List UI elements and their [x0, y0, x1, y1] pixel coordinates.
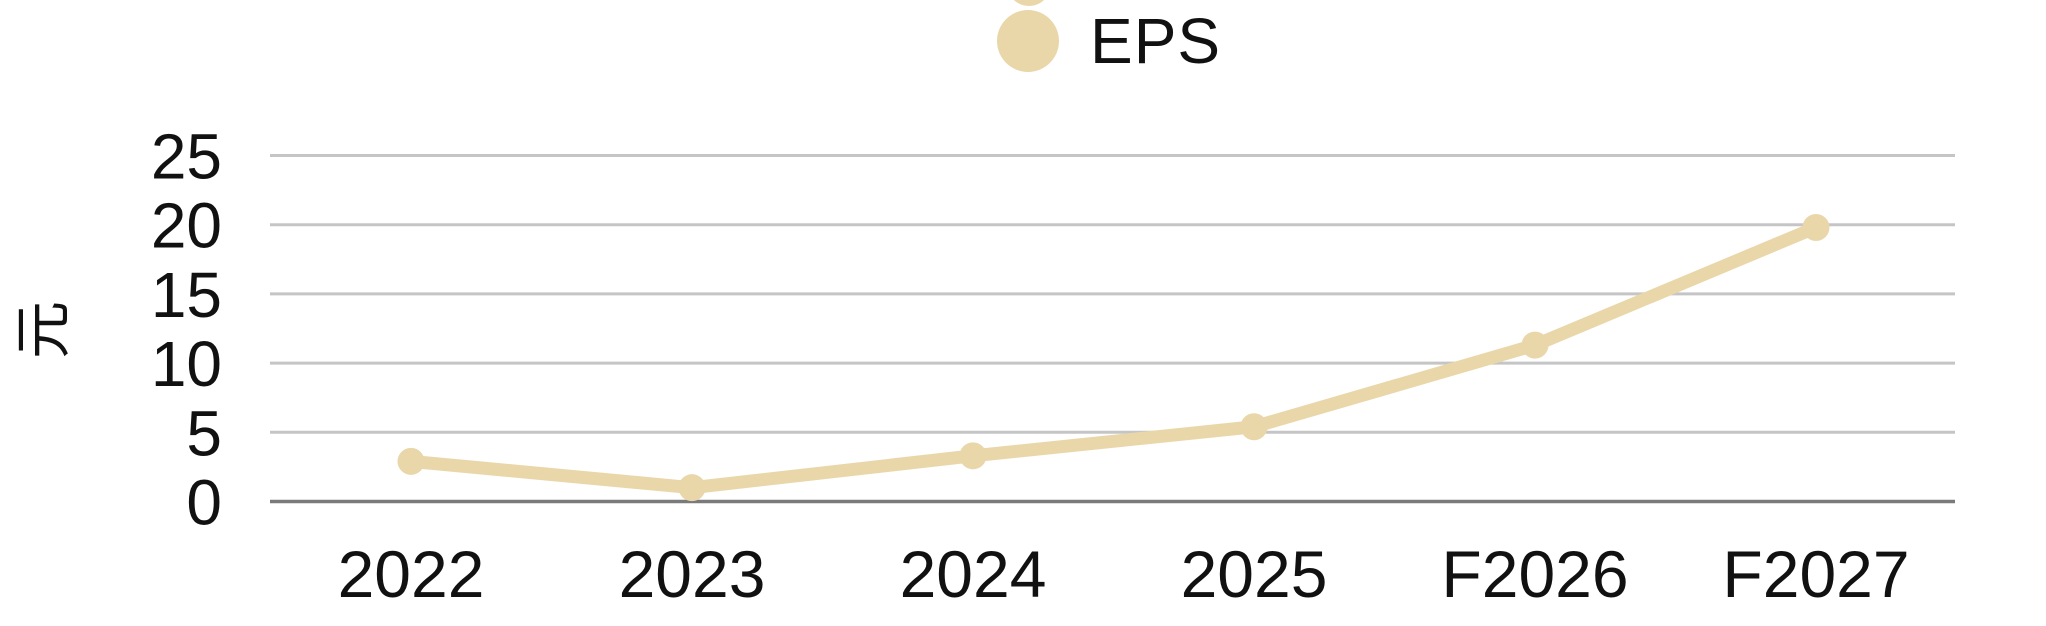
data-point — [397, 447, 425, 475]
x-axis-label: F2026 — [1441, 537, 1628, 611]
x-axis-label: 2022 — [338, 537, 485, 611]
clipped-shape-top-edge — [1007, 0, 1051, 6]
y-tick-label: 15 — [151, 259, 222, 331]
series-line-eps — [404, 220, 1823, 495]
y-tick-label: 5 — [186, 397, 222, 469]
y-axis-title: 元 — [11, 301, 76, 359]
y-tick-label: 20 — [151, 190, 222, 262]
data-point — [1521, 331, 1549, 359]
data-point — [1802, 213, 1830, 241]
data-point — [959, 442, 987, 470]
x-axis-label: 2023 — [619, 537, 766, 611]
y-tick-label: 10 — [151, 328, 222, 400]
data-point — [678, 474, 706, 502]
x-axis-label: F2027 — [1722, 537, 1909, 611]
y-tick-label: 0 — [186, 467, 222, 539]
x-axis-label: 2025 — [1181, 537, 1328, 611]
data-point — [1240, 413, 1268, 441]
y-tick-label: 25 — [151, 121, 222, 193]
x-axis-label: 2024 — [900, 537, 1047, 611]
